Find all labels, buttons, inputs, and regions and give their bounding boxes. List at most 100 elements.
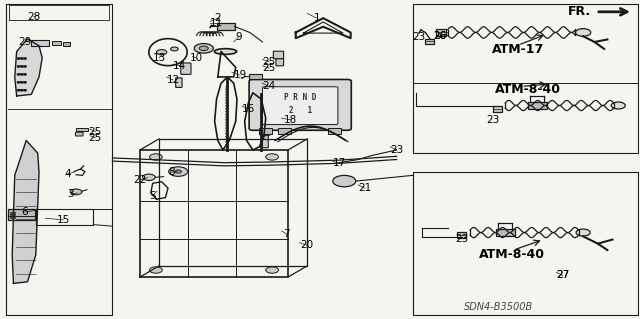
Polygon shape xyxy=(12,140,39,283)
FancyBboxPatch shape xyxy=(8,209,35,219)
Circle shape xyxy=(20,58,23,59)
Text: 14: 14 xyxy=(173,61,186,71)
Circle shape xyxy=(20,90,23,91)
Text: 26: 26 xyxy=(433,31,447,41)
FancyBboxPatch shape xyxy=(276,59,284,66)
Circle shape xyxy=(20,74,23,75)
Circle shape xyxy=(17,66,20,67)
Circle shape xyxy=(175,170,181,173)
FancyBboxPatch shape xyxy=(63,42,70,46)
Text: 2: 2 xyxy=(214,13,221,23)
Text: 1: 1 xyxy=(314,13,320,23)
Text: 23: 23 xyxy=(455,234,468,244)
Text: 21: 21 xyxy=(358,183,371,193)
Text: 25: 25 xyxy=(262,63,276,73)
Text: 13: 13 xyxy=(152,53,166,63)
FancyBboxPatch shape xyxy=(10,211,15,213)
Text: 8: 8 xyxy=(168,167,175,177)
Text: 25: 25 xyxy=(88,127,102,137)
FancyBboxPatch shape xyxy=(527,102,547,109)
FancyBboxPatch shape xyxy=(76,128,88,131)
Text: 19: 19 xyxy=(234,70,247,80)
Text: 23: 23 xyxy=(486,115,499,125)
FancyBboxPatch shape xyxy=(76,132,83,136)
Text: 7: 7 xyxy=(284,229,290,239)
Ellipse shape xyxy=(259,132,271,136)
Text: 26: 26 xyxy=(433,31,447,41)
Circle shape xyxy=(150,154,163,160)
Text: 6: 6 xyxy=(22,207,28,217)
Text: 25: 25 xyxy=(262,57,276,67)
Ellipse shape xyxy=(214,49,237,54)
Circle shape xyxy=(266,154,278,160)
Circle shape xyxy=(333,175,356,187)
Circle shape xyxy=(24,74,26,75)
FancyBboxPatch shape xyxy=(10,214,15,215)
FancyBboxPatch shape xyxy=(426,39,435,44)
FancyBboxPatch shape xyxy=(278,128,291,134)
FancyBboxPatch shape xyxy=(493,106,502,112)
FancyBboxPatch shape xyxy=(217,23,235,30)
Text: 10: 10 xyxy=(190,54,204,63)
Circle shape xyxy=(576,229,590,236)
Circle shape xyxy=(20,82,23,83)
Text: 28: 28 xyxy=(28,11,40,22)
FancyBboxPatch shape xyxy=(31,40,49,46)
Circle shape xyxy=(171,47,178,51)
Text: 23: 23 xyxy=(412,32,426,42)
Text: 16: 16 xyxy=(242,104,255,114)
FancyBboxPatch shape xyxy=(180,63,191,74)
Text: SDN4-B3500B: SDN4-B3500B xyxy=(464,302,533,312)
FancyBboxPatch shape xyxy=(495,229,515,236)
Text: 3: 3 xyxy=(68,189,74,199)
FancyBboxPatch shape xyxy=(259,128,272,134)
Text: 11: 11 xyxy=(210,18,223,28)
Text: 27: 27 xyxy=(556,271,570,280)
Circle shape xyxy=(150,267,163,273)
Text: ATM-8-40: ATM-8-40 xyxy=(479,248,545,261)
Text: 27: 27 xyxy=(556,271,570,280)
Text: FR.: FR. xyxy=(568,5,591,18)
Text: 25: 25 xyxy=(88,133,102,143)
FancyBboxPatch shape xyxy=(249,79,351,130)
FancyBboxPatch shape xyxy=(262,134,268,148)
Circle shape xyxy=(199,46,208,50)
Text: 15: 15 xyxy=(57,215,70,225)
Circle shape xyxy=(17,82,20,83)
Circle shape xyxy=(169,167,188,176)
Text: 9: 9 xyxy=(235,32,241,42)
Circle shape xyxy=(24,90,26,91)
Text: 2   1: 2 1 xyxy=(289,106,312,115)
FancyBboxPatch shape xyxy=(436,29,447,36)
Circle shape xyxy=(575,29,591,36)
Text: 17: 17 xyxy=(333,158,346,168)
Circle shape xyxy=(17,58,20,59)
Text: 5: 5 xyxy=(148,191,156,201)
FancyBboxPatch shape xyxy=(273,51,284,59)
Circle shape xyxy=(70,189,82,195)
Polygon shape xyxy=(15,39,42,96)
Circle shape xyxy=(194,44,213,53)
Circle shape xyxy=(17,90,20,91)
Text: 20: 20 xyxy=(301,240,314,250)
Text: 4: 4 xyxy=(65,169,71,179)
Text: 29: 29 xyxy=(19,37,31,47)
Circle shape xyxy=(17,74,20,75)
FancyBboxPatch shape xyxy=(52,41,61,45)
Circle shape xyxy=(24,58,26,59)
Text: 23: 23 xyxy=(390,145,403,155)
FancyBboxPatch shape xyxy=(249,74,262,79)
Circle shape xyxy=(20,66,23,67)
Circle shape xyxy=(157,50,167,55)
FancyBboxPatch shape xyxy=(10,217,15,218)
Circle shape xyxy=(266,267,278,273)
FancyBboxPatch shape xyxy=(458,233,467,238)
FancyBboxPatch shape xyxy=(262,87,338,124)
Circle shape xyxy=(611,102,625,109)
Circle shape xyxy=(24,66,26,67)
Text: 12: 12 xyxy=(166,75,180,85)
Text: ATM-8-40: ATM-8-40 xyxy=(495,83,561,96)
Text: P R N D: P R N D xyxy=(284,93,316,102)
Text: ATM-17: ATM-17 xyxy=(492,43,544,56)
FancyBboxPatch shape xyxy=(328,128,341,134)
